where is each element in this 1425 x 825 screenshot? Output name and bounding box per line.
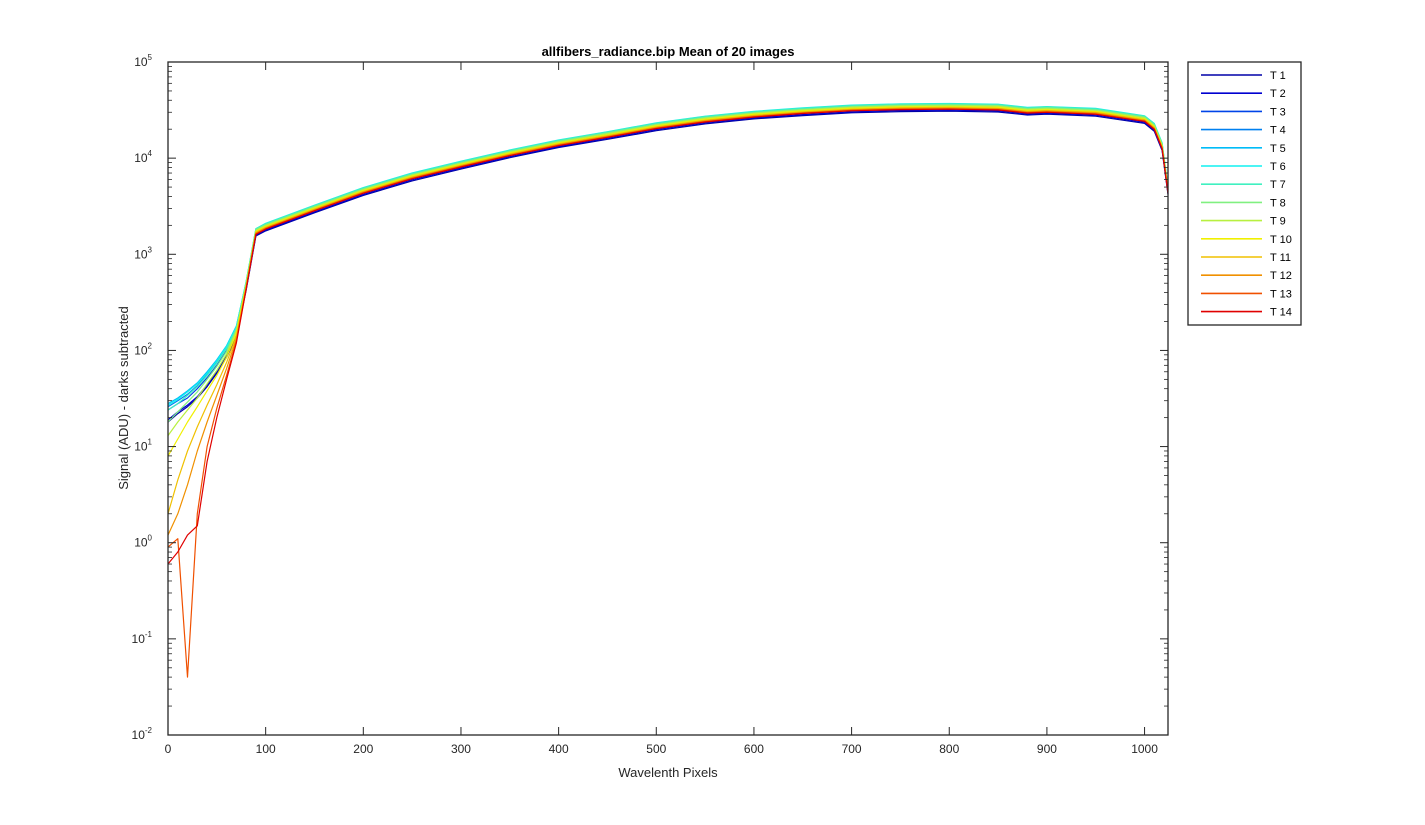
x-tick-label: 300	[451, 742, 471, 756]
legend-label-7: T 7	[1270, 179, 1286, 191]
chart-title: allfibers_radiance.bip Mean of 20 images	[542, 44, 795, 59]
legend-label-2: T 2	[1270, 88, 1286, 100]
series-line-8	[167, 104, 1169, 423]
series-line-11	[167, 106, 1169, 514]
series-layer	[167, 102, 1169, 678]
legend-label-10: T 10	[1270, 234, 1292, 246]
series-line-2	[167, 109, 1169, 421]
legend-label-11: T 11	[1270, 252, 1291, 264]
series-line-14	[167, 108, 1169, 565]
series-line-10	[167, 106, 1169, 457]
plot-area	[168, 62, 1168, 735]
y-tick-label: 105	[134, 53, 152, 69]
legend-label-4: T 4	[1270, 125, 1286, 137]
series-line-7	[167, 103, 1169, 411]
plot-frame	[167, 61, 1169, 736]
x-tick-label: 900	[1037, 742, 1057, 756]
x-tick-label: 400	[549, 742, 569, 756]
legend-label-1: T 1	[1270, 70, 1286, 82]
x-tick-label: 1000	[1131, 742, 1158, 756]
y-tick-label: 10-1	[132, 630, 153, 646]
series-line-1	[167, 110, 1169, 423]
series-line-9	[167, 105, 1169, 436]
x-axis-label: Wavelenth Pixels	[618, 765, 718, 780]
legend-label-8: T 8	[1270, 197, 1286, 209]
legend-label-14: T 14	[1270, 307, 1292, 319]
legend-box	[1187, 61, 1302, 326]
y-tick-label: 10-2	[132, 726, 153, 742]
legend-label-6: T 6	[1270, 161, 1286, 173]
y-tick-label: 102	[134, 341, 152, 357]
x-tick-label: 200	[353, 742, 373, 756]
legend-label-12: T 12	[1270, 270, 1292, 282]
y-tick-label: 100	[134, 534, 152, 550]
legend-label-9: T 9	[1270, 216, 1286, 228]
y-tick-label: 103	[134, 245, 152, 261]
x-tick-label: 700	[842, 742, 862, 756]
x-tick-label: 600	[744, 742, 764, 756]
x-tick-label: 800	[939, 742, 959, 756]
legend-label-3: T 3	[1270, 106, 1286, 118]
x-tick-label: 0	[165, 742, 172, 756]
legend-label-5: T 5	[1270, 143, 1286, 155]
y-tick-label: 101	[134, 438, 152, 454]
x-tick-label: 500	[646, 742, 666, 756]
tick-layer: 0 100 200 300 400 500 600 700 800 900 1000 10-2 10-1…	[132, 53, 1168, 756]
x-tick-label: 100	[256, 742, 276, 756]
y-tick-label: 104	[134, 149, 152, 165]
legend-label-13: T 13	[1270, 288, 1292, 300]
legend: T 1 T 2 T 3 T 4 T 5 T 6 T 7 T 8 T 9 T 10 T 11 T 12 T…	[1187, 61, 1302, 326]
y-axis-label: Signal (ADU) - darks subtracted	[116, 306, 131, 490]
